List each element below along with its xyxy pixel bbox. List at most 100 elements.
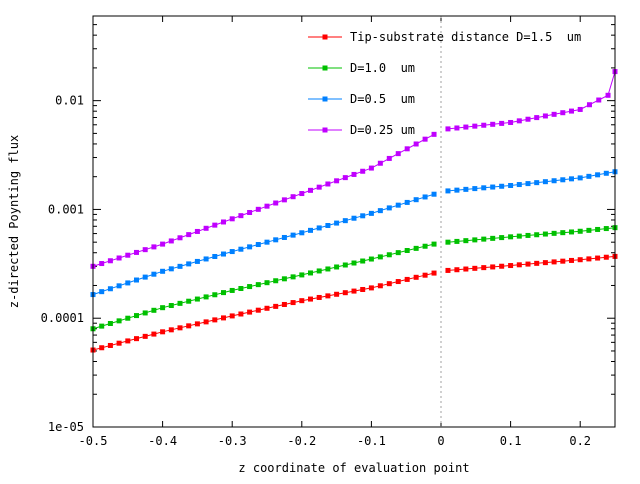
data-point [142,333,148,339]
data-point [413,197,419,203]
data-point [142,310,148,316]
x-tick-label: -0.5 [79,434,108,448]
series-line [92,272,435,351]
data-point [569,176,574,182]
data-point [534,115,540,121]
data-point [463,124,469,130]
data-point [386,205,392,211]
data-point [238,311,244,317]
data-point [525,181,531,187]
data-point [342,175,348,181]
data-point [168,238,174,244]
data-point [116,318,122,324]
data-point [481,185,487,191]
data-point [264,280,270,286]
series-line [447,71,616,130]
data-point [125,315,131,321]
data-point [577,106,583,112]
data-point [413,141,419,147]
data-point [525,261,531,267]
data-point [463,266,469,272]
data-point [107,342,113,348]
legend-swatch-marker [322,127,328,133]
data-point [472,123,478,129]
data-point [595,255,601,261]
data-point [238,246,244,252]
x-tick-label: 0.2 [569,434,591,448]
data-point [342,218,348,224]
legend-label: D=0.5 um [350,92,415,106]
data-point [325,181,331,187]
legend-item: D=0.25 um [308,123,415,137]
data-point [255,307,261,313]
data-point [160,329,166,335]
legend-item: Tip-substrate distance D=1.5 um [308,30,581,44]
data-point [290,194,296,200]
data-point [360,258,366,264]
data-point [264,305,270,311]
data-point [395,279,401,285]
data-point [229,287,235,293]
data-point [404,248,410,254]
data-point [360,213,366,219]
data-point [490,235,496,241]
data-point [186,323,192,329]
legend-swatch-marker [322,65,328,71]
data-point [542,113,548,119]
data-point [281,276,287,282]
data-point [481,265,487,271]
data-point [221,315,226,321]
data-point [404,276,410,282]
data-point [151,331,157,337]
data-point [605,92,611,98]
data-point [221,219,226,225]
data-point [247,284,253,290]
data-point [134,336,139,342]
data-point [116,283,122,289]
x-axis-label: z coordinate of evaluation point [238,461,469,475]
data-point [386,155,392,161]
data-point [454,238,460,244]
data-point [125,280,131,286]
data-point [596,97,602,103]
data-point [255,206,261,212]
legend-item: D=1.0 um [308,61,415,75]
series-4 [90,69,618,269]
data-point [595,172,601,178]
data-point [404,199,410,205]
data-point [351,260,357,266]
data-point [238,286,244,292]
data-point [472,265,478,271]
data-point [142,274,148,280]
data-point [351,171,357,177]
data-point [177,235,183,241]
data-point [569,229,574,235]
data-point [445,126,451,132]
data-point [308,227,313,233]
data-point [386,281,392,287]
data-point [281,197,287,203]
data-point [325,293,331,299]
data-point [290,232,296,238]
legend-label: D=0.25 um [350,123,415,137]
series-line [92,133,435,267]
data-point [454,125,460,131]
data-point [422,243,428,249]
data-point [99,323,105,329]
data-point [431,131,437,137]
data-point [525,232,531,238]
data-point [377,254,383,260]
data-point [569,108,574,114]
legend: Tip-substrate distance D=1.5 um D=1.0 um D… [308,30,581,137]
data-point [273,278,279,284]
data-point [203,319,209,325]
data-point [360,168,366,174]
data-point [351,288,357,294]
data-point [160,305,166,311]
data-point [368,256,374,262]
data-point [212,292,218,298]
data-point [499,120,505,126]
data-point [99,289,105,295]
data-point [586,256,592,262]
data-point [194,296,200,302]
